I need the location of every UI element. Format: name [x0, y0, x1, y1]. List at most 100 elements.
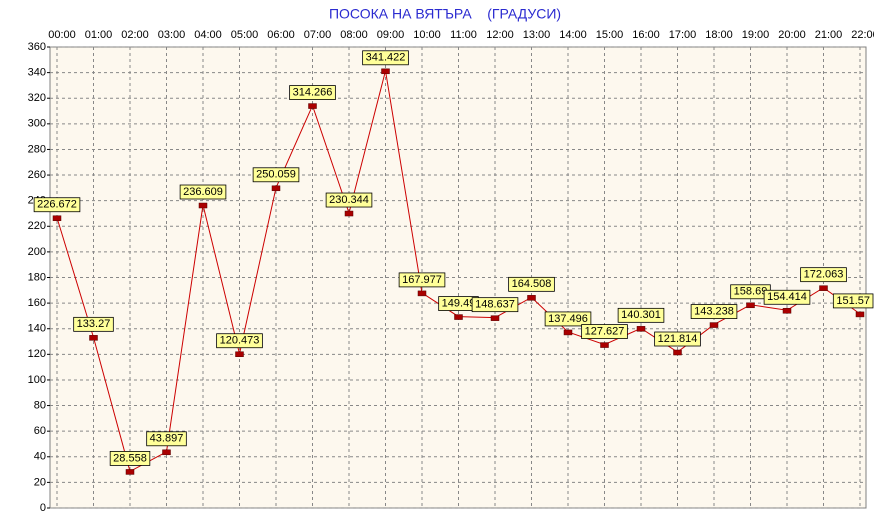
y-tick-label: 280 — [28, 143, 46, 155]
data-label: 226.672 — [33, 197, 81, 213]
x-tick-label: 09:00 — [377, 29, 405, 41]
data-label-box — [800, 267, 847, 283]
data-label-text: 172.063 — [804, 269, 844, 281]
data-label: 120.473 — [216, 333, 263, 349]
data-label-box — [471, 297, 519, 313]
point-marker — [563, 329, 573, 336]
x-tick-label: 00:00 — [48, 29, 76, 41]
y-tick-label: 60 — [34, 425, 46, 437]
data-label-text: 167.977 — [402, 274, 442, 286]
data-label: 137.496 — [544, 311, 592, 327]
x-tick-label: 17:00 — [669, 29, 697, 41]
data-label-box — [73, 316, 114, 332]
x-tick-label: 11:00 — [450, 29, 477, 41]
x-tick-label: 03:00 — [158, 29, 186, 41]
data-label-text: 28.558 — [113, 452, 147, 464]
data-label-box — [544, 311, 592, 327]
data-label: 121.814 — [654, 331, 701, 347]
data-label: 250.059 — [252, 167, 300, 183]
point-marker — [52, 215, 62, 221]
x-tick-label: 19:00 — [742, 29, 770, 41]
x-tick-label: 02:00 — [121, 29, 149, 41]
x-tick-label: 14:00 — [559, 29, 587, 41]
data-label-box — [252, 167, 300, 183]
data-label-text: 148.637 — [475, 299, 515, 311]
x-tick-label: 18:00 — [705, 29, 733, 41]
x-tick-label: 04:00 — [194, 29, 222, 41]
data-label-text: 158.69 — [734, 286, 768, 298]
y-tick-label: 340 — [28, 67, 46, 79]
data-label: 164.508 — [508, 276, 555, 292]
data-label: 341.422 — [362, 50, 409, 66]
data-label-box — [146, 431, 187, 447]
data-label-box — [763, 289, 811, 305]
y-tick-label: 0 — [40, 502, 46, 514]
y-tick-label: 140 — [28, 323, 46, 335]
data-label: 140.301 — [617, 307, 665, 323]
data-label-box — [398, 272, 446, 288]
y-tick-label: 120 — [28, 348, 46, 360]
x-tick-label: 20:00 — [778, 29, 806, 41]
point-marker — [235, 351, 244, 357]
data-label-box — [216, 333, 263, 349]
y-tick-label: 160 — [28, 297, 46, 309]
data-label-box — [179, 184, 227, 200]
data-label-text: 143.238 — [694, 305, 734, 317]
point-marker — [673, 349, 682, 356]
data-label-text: 133.27 — [77, 318, 111, 330]
data-label: 133.27 — [73, 316, 114, 332]
data-label-box — [289, 85, 336, 100]
y-tick-label: 260 — [28, 169, 46, 181]
data-label-text: 121.814 — [658, 333, 698, 345]
data-label-box — [581, 324, 628, 339]
y-tick-label: 100 — [28, 374, 46, 386]
x-tick-label: 08:00 — [340, 29, 368, 41]
data-label: 172.063 — [800, 267, 847, 283]
data-label-text: 127.627 — [585, 325, 625, 337]
y-tick-label: 220 — [28, 220, 46, 232]
data-label-text: 236.609 — [183, 186, 223, 198]
y-tick-label: 320 — [28, 92, 46, 104]
x-tick-label: 16:00 — [632, 29, 660, 41]
data-label-text: 314.266 — [293, 86, 333, 98]
point-marker — [417, 290, 427, 297]
data-label: 28.558 — [109, 451, 151, 466]
y-tick-label: 20 — [34, 476, 46, 488]
point-marker — [344, 210, 354, 217]
data-label-box — [654, 331, 701, 347]
data-label-text: 140.301 — [621, 309, 661, 321]
data-label-text: 154.414 — [767, 291, 807, 303]
data-label-text: 226.672 — [37, 199, 77, 211]
x-tick-label: 21:00 — [815, 29, 843, 41]
data-label: 148.637 — [471, 297, 519, 313]
point-marker — [271, 185, 281, 192]
point-marker — [162, 449, 171, 456]
data-label: 236.609 — [179, 184, 227, 200]
x-tick-label: 05:00 — [231, 29, 259, 41]
x-tick-label: 06:00 — [267, 29, 295, 41]
data-label: 143.238 — [690, 304, 738, 319]
data-label-box — [362, 50, 409, 66]
data-label: 314.266 — [289, 85, 336, 100]
x-tick-label: 12:00 — [486, 29, 514, 41]
data-label: 43.897 — [146, 431, 187, 447]
chart-title: ПОСОКА НА ВЯТЪРА (ГРАДУСИ) — [329, 6, 561, 22]
y-tick-label: 40 — [34, 451, 46, 463]
point-marker — [782, 308, 792, 314]
data-label-box — [325, 192, 373, 208]
data-label: 127.627 — [581, 324, 628, 339]
data-label-text: 164.508 — [512, 278, 552, 290]
data-label: 151.57 — [832, 293, 874, 309]
data-label-text: 151.57 — [836, 295, 870, 307]
x-tick-label: 10:00 — [413, 29, 441, 41]
point-marker — [198, 202, 208, 209]
data-label: 158.69 — [730, 284, 771, 300]
data-label-box — [33, 197, 81, 213]
point-marker — [490, 315, 500, 321]
data-label-text: 149.49 — [442, 297, 476, 309]
x-tick-label: 15:00 — [596, 29, 624, 41]
x-tick-label: 01:00 — [85, 29, 113, 41]
y-tick-label: 200 — [28, 246, 46, 258]
y-tick-label: 300 — [28, 118, 46, 130]
